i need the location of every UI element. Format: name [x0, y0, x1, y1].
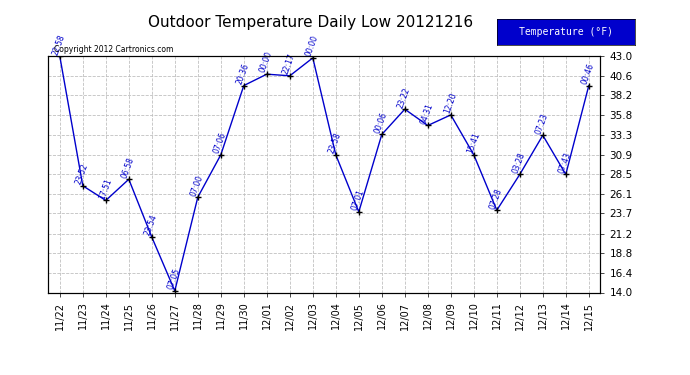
Text: 03:28: 03:28 — [511, 151, 527, 174]
Text: 07:00: 07:00 — [189, 173, 206, 197]
Text: 06:58: 06:58 — [120, 156, 137, 179]
Text: 07:28: 07:28 — [489, 187, 504, 210]
Text: 04:31: 04:31 — [420, 102, 435, 126]
Text: 17:51: 17:51 — [97, 177, 113, 201]
Text: 00:00: 00:00 — [258, 50, 275, 74]
Text: 23:52: 23:52 — [75, 162, 90, 186]
Text: 07:23: 07:23 — [534, 112, 551, 135]
Text: 07:43: 07:43 — [558, 151, 573, 174]
Text: 00:06: 00:06 — [373, 111, 389, 135]
Text: 22:17: 22:17 — [282, 53, 297, 76]
Text: 23:58: 23:58 — [327, 131, 343, 155]
Text: 15:41: 15:41 — [465, 131, 481, 155]
Text: Copyright 2012 Cartronics.com: Copyright 2012 Cartronics.com — [54, 45, 173, 54]
Text: 22:58: 22:58 — [51, 33, 67, 56]
Text: Temperature (°F): Temperature (°F) — [519, 27, 613, 37]
Text: 07:06: 07:06 — [213, 131, 228, 155]
Text: 07:05: 07:05 — [166, 267, 182, 291]
Text: 20:36: 20:36 — [235, 62, 251, 86]
Text: 12:20: 12:20 — [442, 92, 458, 115]
Text: 07:01: 07:01 — [351, 188, 366, 212]
Text: Outdoor Temperature Daily Low 20121216: Outdoor Temperature Daily Low 20121216 — [148, 15, 473, 30]
Text: 23:22: 23:22 — [396, 86, 412, 109]
Text: 00:46: 00:46 — [580, 62, 596, 86]
Text: 00:00: 00:00 — [304, 34, 320, 58]
Text: 23:54: 23:54 — [144, 213, 159, 237]
